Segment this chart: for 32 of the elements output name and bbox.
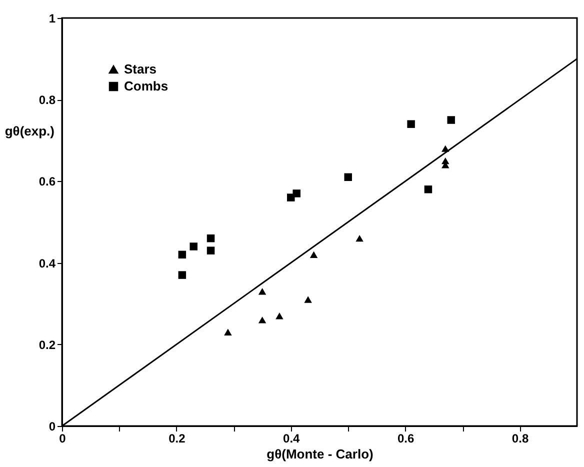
x-tick-label: 0.6 xyxy=(397,432,414,446)
point xyxy=(407,120,415,128)
y-tick-label: 0.8 xyxy=(38,93,56,108)
y-tick-label: 0 xyxy=(48,420,56,434)
point xyxy=(178,250,186,259)
point xyxy=(276,312,284,320)
x-tick-label: 0.2 xyxy=(168,432,186,446)
point xyxy=(424,185,432,194)
y-tick-label: 0.6 xyxy=(38,174,56,189)
y-tick-label: 1 xyxy=(48,12,56,26)
x-axis-title: gθ(Monte - Carlo) xyxy=(266,446,374,462)
x-tick-label: 0.4 xyxy=(283,432,300,446)
y-tick-label: 0.4 xyxy=(38,256,56,270)
point xyxy=(356,234,364,242)
y-tick-label: 0.2 xyxy=(38,338,56,352)
point xyxy=(258,288,266,295)
point xyxy=(206,234,215,242)
y-axis-title: gθ(exp.) xyxy=(4,124,54,138)
x-tick-label: 0 xyxy=(59,432,66,446)
x-tick-label: 0.8 xyxy=(512,432,529,446)
point xyxy=(224,328,232,336)
point xyxy=(178,271,186,279)
point xyxy=(190,242,198,250)
point xyxy=(304,296,312,303)
point xyxy=(447,116,455,124)
point xyxy=(310,251,318,258)
legend-label: Stars xyxy=(124,62,157,76)
legend-label: Combs xyxy=(124,78,168,94)
point xyxy=(292,190,300,198)
point xyxy=(206,246,215,254)
point xyxy=(344,173,352,181)
point xyxy=(258,316,266,324)
